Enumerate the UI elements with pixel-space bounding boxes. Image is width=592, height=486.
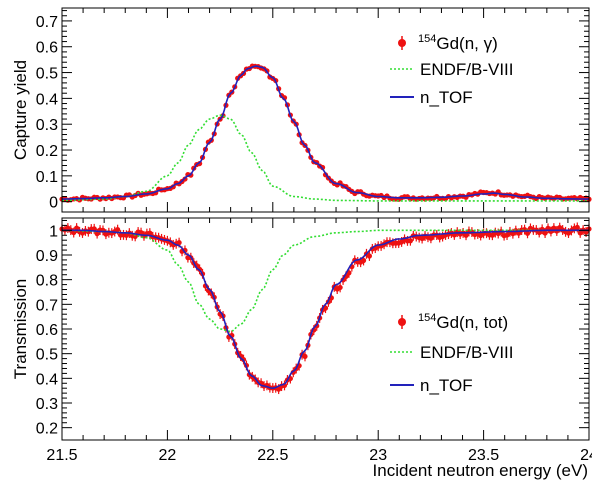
top-legend: 154Gd(n, γ) ENDF/B-VIII n_TOF [390,33,514,107]
bottom-legend-label-endf: ENDF/B-VIII [420,343,514,362]
bottom-data-point [322,305,329,311]
bottom-xtick-label: 21.5 [46,447,77,464]
bottom-data-point [74,225,80,231]
top-line-endf [62,114,589,202]
top-line-ntof [62,65,589,200]
top-ytick-label: 0 [49,195,58,212]
bottom-xtick-label: 23 [369,447,387,464]
bottom-data-point [176,240,182,246]
top-legend-label-data-text: Gd(n, γ) [436,34,497,53]
top-ytick-label: 0.7 [36,14,58,31]
bottom-data-point [337,284,343,291]
bottom-data-point [542,230,548,236]
bottom-legend-label-data-text: Gd(n, tot) [436,313,508,332]
bottom-xtick-label: 23.5 [468,447,499,464]
top-ytick-label: 0.1 [36,169,58,186]
bottom-panel-frame [61,217,590,441]
top-ytick-label: 0.3 [36,117,58,134]
top-panel-data [59,63,592,203]
bottom-ytick-label: 0.9 [36,248,58,265]
bottom-data-point [407,238,414,244]
bottom-ytick-label: 0.6 [36,322,58,339]
top-legend-label-data: 154Gd(n, γ) [418,33,498,53]
bottom-data-point [147,230,153,236]
top-legend-superscript: 154 [418,33,436,45]
top-panel-frame [61,7,590,213]
top-legend-label-ntof: n_TOF [420,88,473,107]
bottom-ylabel: Transmission [11,279,30,379]
bottom-xtick-label: 22 [159,447,177,464]
top-ytick-label: 0.5 [36,66,58,83]
top-ytick-label: 0.2 [36,143,58,160]
bottom-data-point [366,253,373,259]
bottom-legend-label-ntof: n_TOF [420,376,473,395]
bottom-data-point [574,224,580,231]
bottom-ytick-label: 0.4 [36,371,58,388]
bottom-xtick-label: 22.5 [257,447,288,464]
bottom-data-point [94,231,100,237]
top-ytick-label: 0.6 [36,40,58,57]
bottom-panel-axis: 0.2 0.3 0.4 0.5 0.6 0.7 0.8 0.9 1 21.5 22 22.5 23 23.… [36,218,592,464]
bottom-line-endf [62,229,589,333]
top-legend-label-endf: ENDF/B-VIII [420,60,514,79]
bottom-legend-superscript: 154 [418,312,436,324]
top-ytick-label: 0.4 [36,91,58,108]
top-panel-axis: 0 0.1 0.2 0.3 0.4 0.5 0.6 0.7 [36,8,590,212]
bottom-legend-marker [398,318,406,326]
bottom-panel-data [59,222,592,395]
bottom-ytick-label: 0.2 [36,421,58,438]
bottom-data-point [360,257,367,264]
bottom-ytick-label: 0.3 [36,396,58,413]
bottom-data-point [524,230,531,236]
bottom-legend: 154Gd(n, tot) ENDF/B-VIII n_TOF [390,312,514,395]
top-ylabel: Capture yield [11,60,30,160]
bottom-data-point [115,227,121,233]
bottom-line-ntof [62,229,589,390]
bottom-ytick-label: 0.5 [36,347,58,364]
bottom-ytick-label: 0.7 [36,297,58,314]
bottom-xtick-label: 24 [580,447,592,464]
bottom-data-point [463,232,469,238]
bottom-ytick-label: 0.8 [36,273,58,290]
bottom-data-point [302,353,308,360]
top-legend-marker [398,39,406,47]
bottom-xlabel: Incident neutron energy (eV) [373,461,588,480]
bottom-legend-label-data: 154Gd(n, tot) [418,312,508,332]
bottom-ytick-label: 1 [49,223,58,240]
top-data-point [197,160,203,167]
